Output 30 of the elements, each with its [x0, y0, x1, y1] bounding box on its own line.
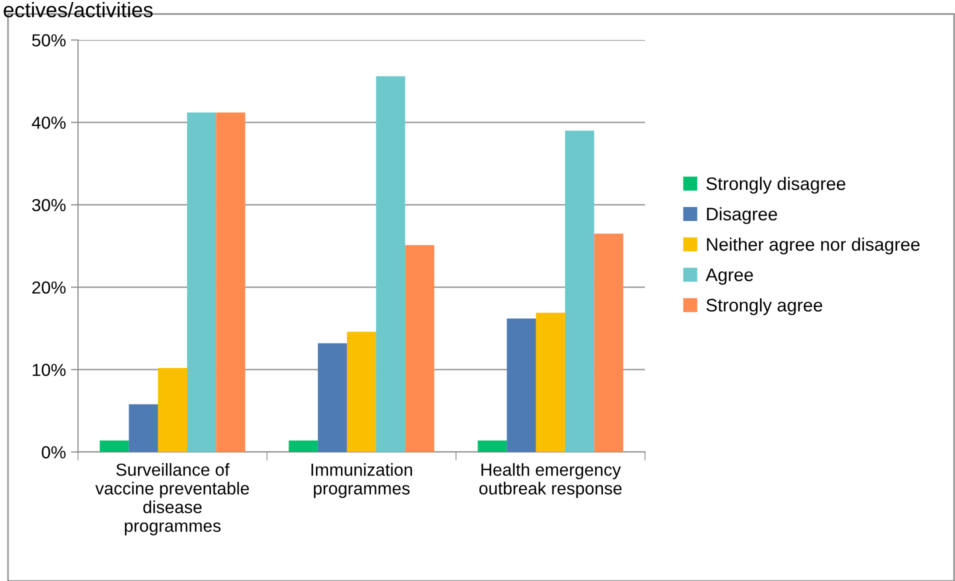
bar: [100, 440, 129, 452]
legend-label: Neither agree nor disagree: [707, 238, 920, 254]
bar: [128, 404, 158, 452]
y-tick-label: 30%: [32, 198, 66, 212]
legend-label: Strongly agree: [706, 298, 822, 316]
bar: [594, 234, 624, 452]
bar: [346, 332, 376, 452]
y-tick-label: 40%: [32, 116, 66, 129]
bar: [216, 112, 246, 452]
bar: [478, 440, 507, 452]
bar: [158, 368, 188, 452]
legend-label: Disagree: [707, 207, 778, 224]
y-tick-label: 10%: [32, 364, 66, 376]
x-tick-label: Health emergency outbreak response: [479, 463, 622, 498]
bar: [318, 343, 347, 452]
legend-label: Strongly disagree: [706, 176, 846, 194]
legend-label: Agree: [706, 268, 753, 285]
y-tick-label: 50%: [32, 34, 66, 46]
bar: [288, 440, 318, 452]
bar: [565, 130, 594, 452]
bar: [405, 245, 434, 452]
chart-title: ectives/activities: [4, 2, 153, 18]
bar: [506, 318, 536, 452]
bar: [536, 312, 566, 452]
x-tick-label: Immunization programmes: [311, 463, 412, 498]
bar: [187, 112, 216, 452]
x-tick-label: Surveillance of vaccine preventable disease programmes: [95, 463, 249, 536]
bar: [376, 76, 406, 452]
y-tick-label: 0%: [42, 446, 66, 458]
y-tick-label: 20%: [32, 281, 66, 294]
